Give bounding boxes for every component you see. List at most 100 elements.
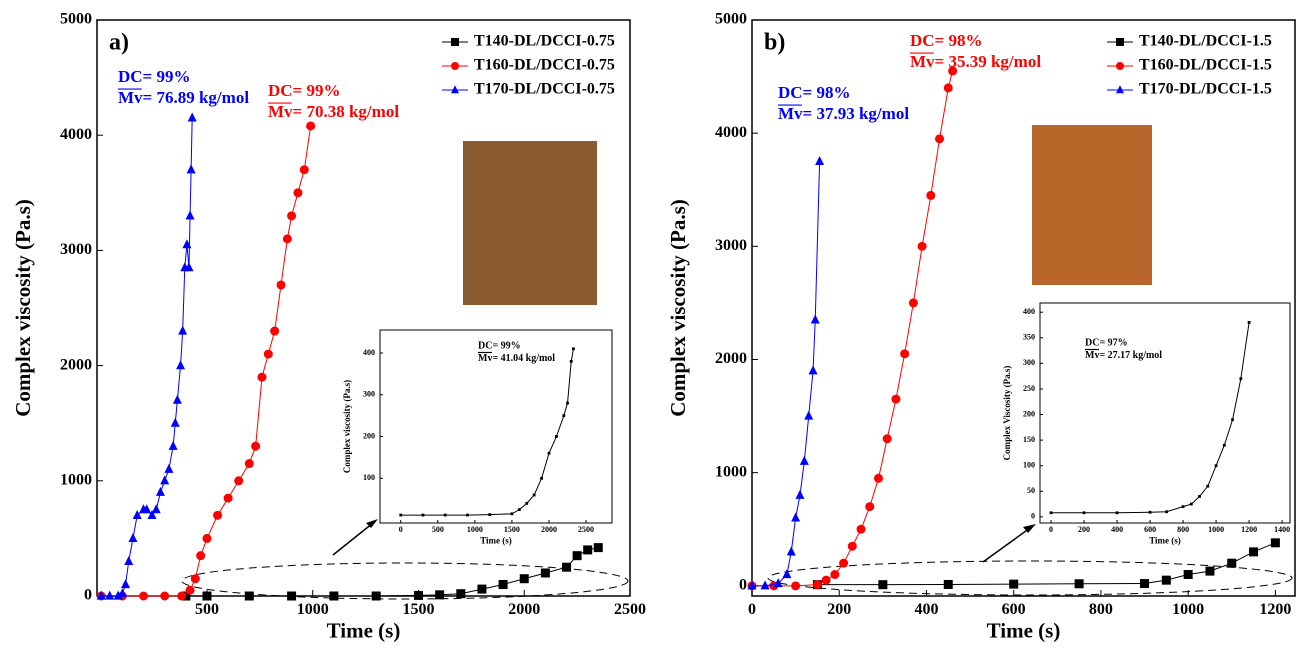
legend-label: T160-DL/DCCI-0.75 bbox=[474, 57, 615, 74]
marker bbox=[562, 414, 566, 418]
marker bbox=[1198, 494, 1201, 498]
marker bbox=[155, 486, 165, 496]
marker bbox=[177, 591, 187, 601]
x-tick-label: 1000 bbox=[297, 601, 329, 618]
marker bbox=[1222, 443, 1226, 447]
marker bbox=[1148, 510, 1152, 514]
marker bbox=[121, 579, 131, 589]
marker bbox=[202, 591, 212, 601]
marker bbox=[572, 347, 575, 351]
marker bbox=[747, 580, 757, 590]
marker bbox=[815, 156, 825, 166]
x-tick-label: 2000 bbox=[508, 601, 540, 618]
y-tick-label: 400 bbox=[363, 348, 375, 357]
marker bbox=[810, 314, 820, 324]
x-tick-label: 1200 bbox=[1241, 525, 1257, 534]
marker bbox=[882, 434, 892, 444]
annotation: DC= 98% bbox=[778, 83, 851, 102]
plot-frame bbox=[1039, 302, 1291, 524]
marker bbox=[178, 325, 188, 335]
x-tick-label: 0 bbox=[1049, 525, 1053, 534]
marker bbox=[540, 476, 543, 480]
marker bbox=[113, 590, 123, 600]
marker bbox=[1082, 511, 1086, 515]
marker bbox=[1183, 569, 1193, 579]
marker bbox=[786, 546, 796, 556]
zoom-ellipse bbox=[181, 562, 629, 600]
annotation: DC= 98% bbox=[910, 31, 983, 50]
marker bbox=[282, 234, 292, 244]
marker bbox=[202, 533, 212, 543]
marker bbox=[1074, 579, 1084, 589]
y-axis-label: Complex viscosity (Pa.s) bbox=[11, 199, 35, 417]
marker bbox=[172, 394, 182, 404]
annotation: DC= 99% bbox=[118, 67, 191, 86]
series-line bbox=[185, 547, 599, 597]
annotation: Mv= 70.38 kg/mol bbox=[268, 102, 399, 121]
marker bbox=[435, 590, 445, 600]
legend-marker bbox=[1116, 85, 1124, 94]
x-axis-label: Time (s) bbox=[480, 535, 512, 545]
marker bbox=[847, 541, 857, 551]
legend-label: T140-DL/DCCI-1.5 bbox=[1139, 33, 1272, 50]
marker bbox=[466, 513, 469, 517]
marker bbox=[244, 459, 254, 469]
inset-background bbox=[380, 330, 612, 523]
arrow bbox=[332, 522, 374, 556]
series-line bbox=[400, 348, 574, 516]
marker bbox=[799, 455, 809, 465]
marker bbox=[566, 401, 569, 405]
marker bbox=[270, 326, 280, 336]
x-tick-label: 400 bbox=[914, 601, 938, 618]
marker bbox=[176, 360, 186, 370]
y-tick-label: 2000 bbox=[60, 356, 92, 373]
marker bbox=[1206, 484, 1210, 488]
x-tick-label: 400 bbox=[1111, 525, 1123, 534]
y-tick-label: 3000 bbox=[715, 237, 747, 254]
marker bbox=[151, 504, 161, 514]
legend-marker bbox=[451, 62, 459, 70]
y-tick-label: 0 bbox=[739, 576, 747, 593]
marker bbox=[257, 372, 267, 382]
y-tick-label: 400 bbox=[1023, 307, 1035, 316]
marker bbox=[1239, 377, 1243, 381]
annotation: DC= 97% bbox=[1085, 337, 1128, 348]
series-line bbox=[817, 542, 1276, 586]
arrow bbox=[982, 527, 1031, 563]
marker bbox=[856, 524, 866, 534]
marker bbox=[96, 590, 106, 600]
x-tick-label: 2000 bbox=[541, 525, 557, 534]
marker bbox=[1049, 511, 1053, 515]
marker bbox=[839, 558, 849, 568]
marker bbox=[572, 551, 582, 561]
marker bbox=[562, 562, 572, 572]
marker bbox=[547, 451, 551, 455]
marker bbox=[1227, 558, 1237, 568]
marker bbox=[371, 591, 381, 601]
marker bbox=[187, 112, 197, 122]
marker bbox=[1214, 464, 1218, 468]
marker bbox=[182, 239, 192, 249]
y-axis-label: Complex viscosity (Pa.s) bbox=[666, 199, 690, 417]
marker bbox=[196, 551, 206, 561]
marker bbox=[306, 121, 316, 131]
marker bbox=[908, 298, 918, 308]
x-tick-label: 200 bbox=[1078, 525, 1090, 534]
x-tick-label: 600 bbox=[1144, 525, 1156, 534]
marker bbox=[456, 589, 466, 599]
marker bbox=[878, 580, 888, 590]
arrow-head bbox=[1023, 524, 1036, 533]
annotation: Mv= 41.04 kg/mol bbox=[478, 353, 555, 364]
y-tick-label: 3000 bbox=[60, 241, 92, 258]
y-tick-label: 50 bbox=[1027, 486, 1035, 495]
marker bbox=[105, 590, 115, 600]
legend-marker bbox=[451, 38, 459, 46]
legend-marker bbox=[1116, 38, 1124, 46]
marker bbox=[160, 475, 170, 485]
x-tick-label: 1500 bbox=[504, 525, 520, 534]
y-tick-label: 300 bbox=[363, 390, 375, 399]
annotation: Mv= 35.39 kg/mol bbox=[910, 52, 1041, 71]
marker bbox=[1205, 566, 1215, 576]
marker bbox=[935, 134, 945, 144]
y-tick-label: 5000 bbox=[60, 11, 92, 28]
